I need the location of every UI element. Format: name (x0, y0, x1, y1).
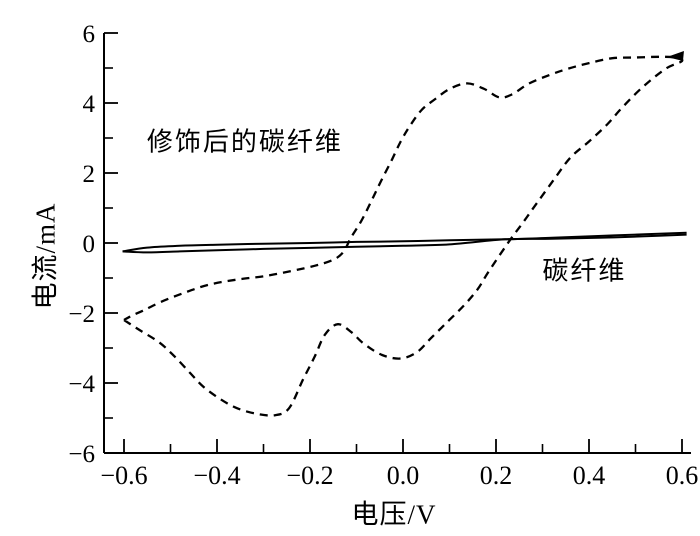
x-tick-label: −0.4 (193, 461, 240, 490)
x-tick-label: −0.2 (286, 461, 333, 490)
annotation-carbon-fiber: 碳纤维 (542, 256, 627, 286)
y-tick-label: −2 (68, 301, 95, 328)
y-tick-label: −4 (68, 371, 95, 398)
x-tick-label: 0.0 (387, 461, 420, 490)
x-tick-label: 0.2 (480, 461, 513, 490)
y-tick-label: 6 (83, 21, 96, 48)
y-tick-label: 0 (83, 231, 96, 258)
y-tick-label: 4 (83, 91, 96, 118)
dashed-curve-modified-carbon-fiber (123, 55, 684, 417)
solid-curve-carbon-fiber-upper (122, 231, 687, 253)
annotation-modified-carbon-fiber: 修饰后的碳纤维 (146, 127, 343, 157)
y-axis-title: 电流/mA (30, 202, 61, 310)
x-tick-label: 0.6 (666, 461, 699, 490)
scan-direction-arrow-icon (666, 51, 684, 62)
x-axis-title: 电压/V (351, 499, 437, 530)
solid-curve-carbon-fiber-lower (122, 233, 687, 254)
x-tick-label: 0.4 (573, 461, 606, 490)
x-tick-label: −0.6 (100, 461, 147, 490)
y-tick-label: −6 (68, 441, 95, 468)
y-tick-label: 2 (83, 161, 96, 188)
